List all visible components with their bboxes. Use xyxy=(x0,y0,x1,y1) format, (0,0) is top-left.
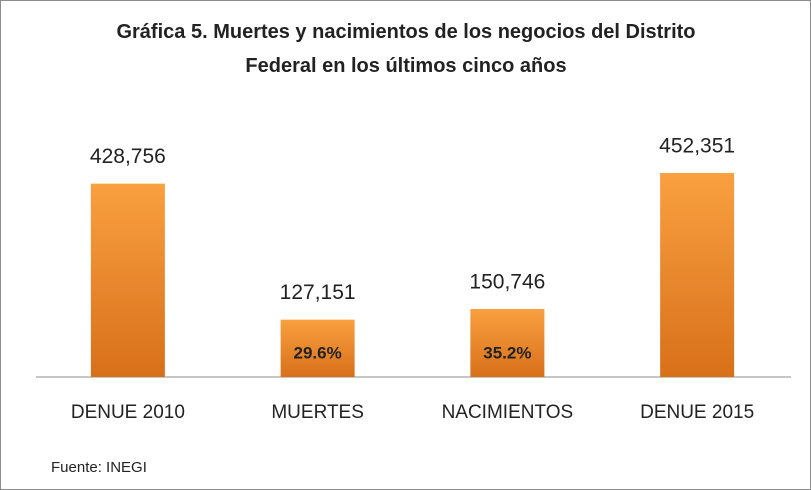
bar xyxy=(90,183,165,377)
inner-label: 29.6% xyxy=(294,343,342,362)
chart-title: Gráfica 5. Muertes y nacimientos de los … xyxy=(116,21,696,77)
value-label: 428,756 xyxy=(90,145,166,168)
x-tick-label: MUERTES xyxy=(271,402,364,423)
bar xyxy=(660,173,735,377)
bar xyxy=(470,309,545,377)
inner-label: 35.2% xyxy=(483,343,531,362)
value-label: 452,351 xyxy=(659,135,735,158)
value-label: 127,151 xyxy=(280,281,356,304)
x-tick-label: DENUE 2010 xyxy=(71,402,185,423)
source-note: Fuente: INEGI xyxy=(51,459,147,476)
x-tick-label: NACIMIENTOS xyxy=(442,402,574,423)
value-label: 150,746 xyxy=(469,271,545,294)
bar xyxy=(280,319,355,377)
x-tick-label: DENUE 2015 xyxy=(640,402,754,423)
